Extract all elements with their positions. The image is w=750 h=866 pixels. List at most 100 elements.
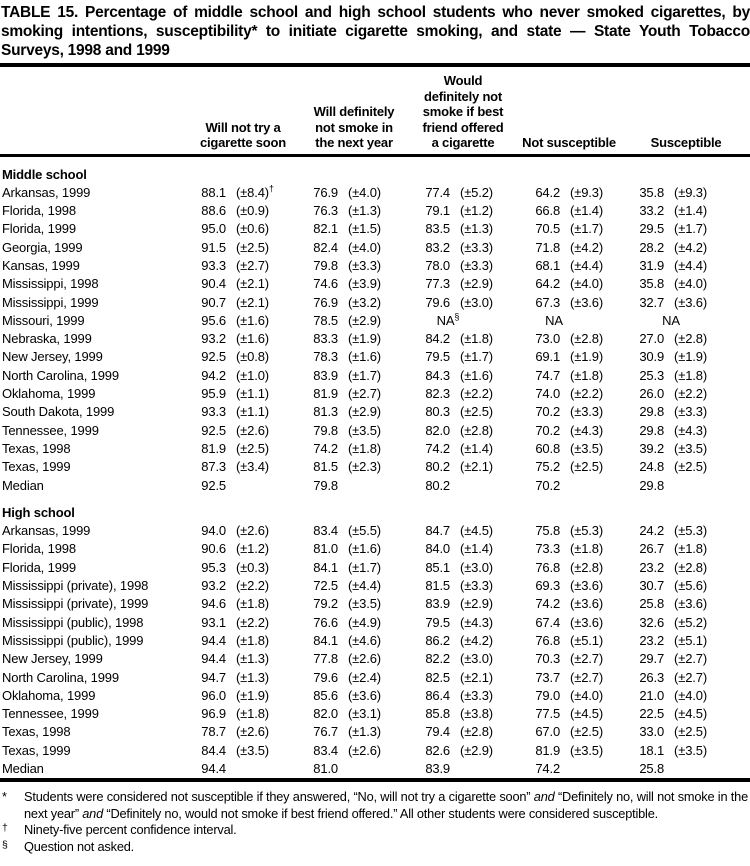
ci-cell: (±1.7)	[674, 221, 708, 237]
table-row: Texas, 1999 84.4 (±3.5) 83.4 (±2.6) 82.6 (±2.9…	[0, 742, 750, 760]
table-row: Oklahoma, 1999 95.9 (±1.1) 81.9 (±2.7) 82.3 (±…	[0, 385, 750, 403]
value-cell: 27.0	[639, 331, 665, 347]
column-header: Susceptible	[622, 65, 750, 157]
state-cell: Florida, 1999	[2, 221, 76, 237]
ci-cell: (±3.6)	[674, 596, 708, 612]
table-row: Nebraska, 1999 93.2 (±1.6) 83.3 (±1.9) 84.2 (±…	[0, 330, 750, 348]
ci-cell: (±5.6)	[674, 578, 708, 594]
column-header: Would definitely not smoke if best friend o…	[410, 65, 517, 157]
value-cell: 18.1	[639, 742, 665, 758]
value-cell: 82.3	[425, 386, 451, 402]
table-row: Kansas, 1999 93.3 (±2.7) 79.8 (±3.3) 78.0 (±3.…	[0, 257, 750, 275]
table-row: Mississippi (private), 1998 93.2 (±2.2) 72.…	[0, 577, 750, 595]
value-cell: 79.8	[313, 477, 338, 493]
ci-cell: (±1.9)	[570, 349, 603, 365]
column-header: Will definitely not smoke in the next year	[298, 65, 411, 157]
value-cell: 84.1	[313, 559, 338, 575]
value-cell: 84.3	[425, 367, 451, 383]
ci-cell: (±4.3)	[674, 422, 708, 438]
ci-cell	[450, 477, 516, 495]
state-cell: Mississippi (public), 1998	[2, 614, 144, 630]
table-row: Mississippi, 1998 90.4 (±2.1) 74.6 (±3.9) 77.…	[0, 275, 750, 293]
value-cell: 94.4	[201, 632, 226, 648]
ci-cell: (±2.5)	[570, 724, 603, 740]
value-cell: 83.4	[313, 742, 338, 758]
value-cell: 81.3	[313, 404, 338, 420]
value-cell: 81.5	[425, 578, 451, 594]
value-cell: 80.2	[425, 459, 451, 475]
value-cell: 75.2	[535, 459, 561, 475]
ci-cell: (±5.2)	[674, 614, 708, 630]
table-row: Florida, 1999 95.0 (±0.6) 82.1 (±1.5) 83.5 (±1…	[0, 220, 750, 238]
value-cell: 72.5	[313, 578, 338, 594]
state-cell: Nebraska, 1999	[2, 331, 92, 347]
value-cell: 64.2	[535, 276, 561, 292]
ci-cell: (±5.3)	[674, 523, 708, 539]
value-cell: 77.8	[313, 651, 338, 667]
na-cell: NA§	[436, 311, 460, 328]
ci-cell: (±3.6)	[570, 294, 603, 310]
na-cell: NA	[662, 312, 680, 328]
table-row: Median 92.5 79.8 80.2 70.2 29.8	[0, 477, 750, 495]
table-row: Florida, 1999 95.3 (±0.3) 84.1 (±1.7) 85.1 (±3…	[0, 559, 750, 577]
ci-cell: (±2.9)	[460, 276, 493, 292]
ci-cell: (±1.2)	[236, 541, 269, 557]
value-cell: 74.2	[535, 761, 561, 776]
value-cell: 30.9	[639, 349, 665, 365]
value-cell: 74.0	[535, 386, 561, 402]
ci-cell: (±1.4)	[570, 203, 603, 219]
table-row: Florida, 1998 88.6 (±0.9) 76.3 (±1.3) 79.1 (±1…	[0, 202, 750, 220]
ci-cell: (±3.0)	[460, 559, 493, 575]
ci-cell: (±3.6)	[674, 294, 708, 310]
state-cell: Mississippi, 1999	[2, 294, 99, 310]
table-body: Middle school Arkansas, 1999 88.1 (±8.4)† 76…	[0, 155, 750, 780]
column-header: Not susceptible	[516, 65, 623, 157]
value-cell: 95.0	[201, 221, 226, 237]
ci-cell: (±4.2)	[460, 632, 493, 648]
ci-cell: (±3.6)	[348, 687, 381, 703]
state-cell: Texas, 1999	[2, 459, 71, 475]
value-cell: 64.2	[535, 184, 561, 200]
ci-cell: (±2.8)	[674, 559, 708, 575]
value-cell: 80.3	[425, 404, 451, 420]
value-cell: 88.6	[201, 203, 226, 219]
ci-cell: (±1.9)	[236, 687, 269, 703]
ci-cell: (±2.6)	[236, 724, 269, 740]
value-cell: 30.7	[639, 578, 665, 594]
state-cell: Florida, 1999	[2, 559, 76, 575]
value-cell: 73.3	[535, 541, 561, 557]
value-cell: 79.1	[425, 203, 451, 219]
table-row: Missouri, 1999 95.6 (±1.6) 78.5 (±2.9) NA§ NA N…	[0, 312, 750, 330]
ci-cell: (±1.8)	[674, 541, 708, 557]
ci-cell: (±2.2)	[236, 614, 269, 630]
ci-cell: (±1.2)	[460, 203, 493, 219]
value-cell: 71.8	[535, 239, 561, 255]
value-cell: 39.2	[639, 440, 665, 456]
table-row: North Carolina, 1999 94.7 (±1.3) 79.6 (±2.4)…	[0, 669, 750, 687]
footnote-text: Students were considered not susceptible…	[24, 789, 748, 821]
section-label: High school	[2, 504, 75, 520]
ci-cell: (±2.7)	[674, 669, 708, 685]
ci-cell: (±3.3)	[460, 687, 493, 703]
ci-cell: (±1.8)	[236, 706, 269, 722]
ci-cell: (±1.3)	[460, 221, 493, 237]
value-cell: 79.8	[313, 257, 338, 273]
value-cell: 32.6	[639, 614, 665, 630]
ci-cell: (±2.2)	[236, 578, 269, 594]
value-cell: 84.7	[425, 523, 451, 539]
ci-cell: (±3.5)	[674, 742, 708, 758]
section-row: High school	[0, 495, 750, 522]
value-cell: 76.7	[313, 724, 338, 740]
ci-cell: (±2.7)	[236, 257, 269, 273]
ci-cell: (±3.0)	[460, 651, 493, 667]
ci-cell: (±1.3)	[348, 203, 381, 219]
ci-cell	[338, 760, 410, 780]
value-cell: 96.0	[201, 687, 226, 703]
ci-cell: (±8.4)†	[236, 183, 274, 200]
value-cell: 81.9	[201, 440, 226, 456]
ci-cell	[450, 760, 516, 780]
ci-cell: (±4.5)	[570, 706, 603, 722]
ci-cell: (±1.6)	[460, 367, 493, 383]
ci-cell: (±2.8)	[674, 331, 708, 347]
ci-cell: (±1.4)	[460, 541, 493, 557]
